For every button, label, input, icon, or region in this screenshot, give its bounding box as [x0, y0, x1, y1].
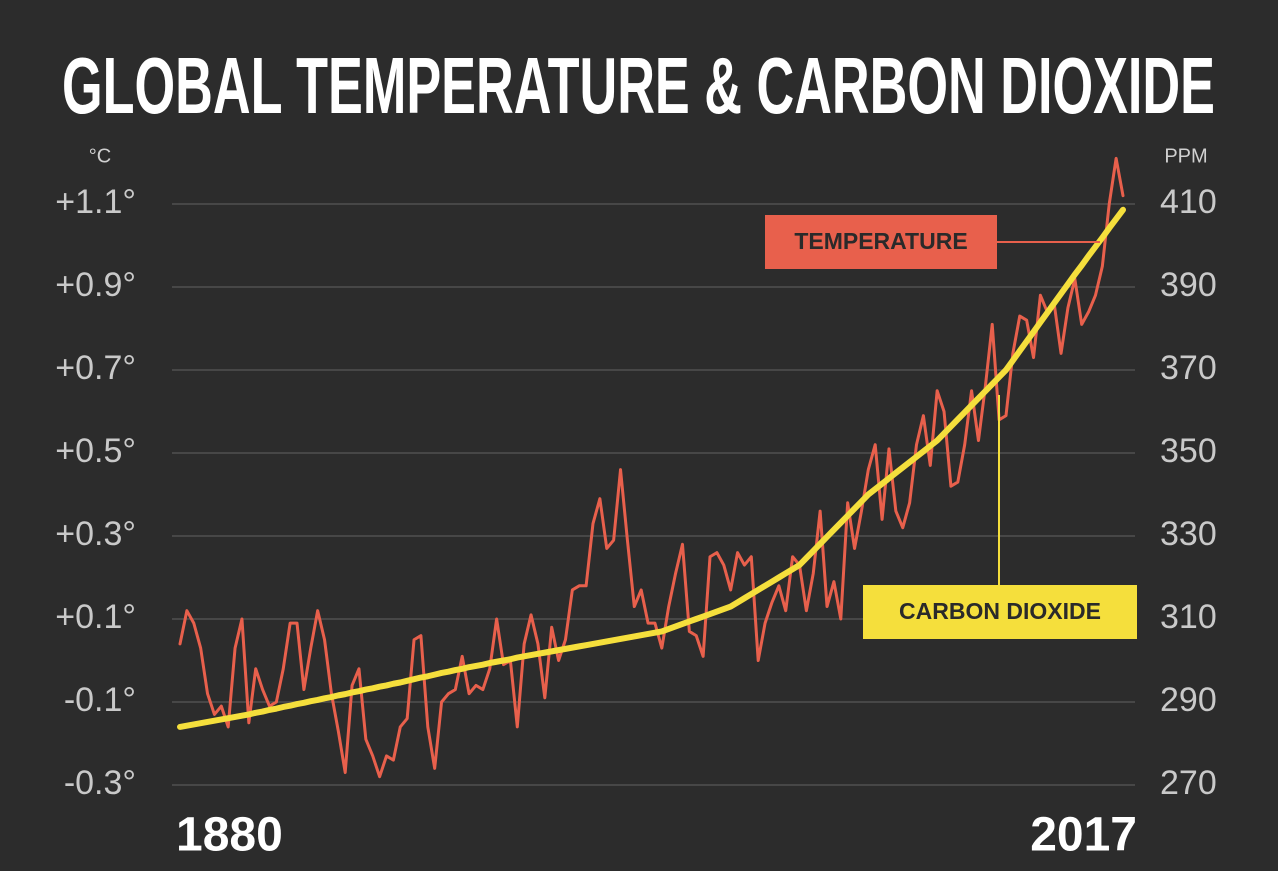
- y2-tick-label: 390: [1160, 266, 1217, 304]
- legend-label: CARBON DIOXIDE: [899, 598, 1101, 624]
- y2-tick-label: 290: [1160, 681, 1217, 719]
- lines: [177, 156, 1126, 779]
- y-axis-label: °C: [89, 145, 111, 167]
- legend-box: [765, 215, 997, 269]
- y2-tick-label: 370: [1160, 349, 1217, 387]
- y-tick-label: +0.7°: [55, 349, 136, 387]
- y-tick-label: +0.3°: [55, 515, 136, 553]
- y-tick-label: -0.3°: [64, 764, 136, 802]
- y-tick-label: +0.9°: [55, 266, 136, 304]
- data-line: [178, 156, 1125, 779]
- chart-title: GLOBAL TEMPERATURE & CARBON DIOXIDE: [62, 41, 1215, 130]
- y2-tick-label: 310: [1160, 598, 1217, 636]
- x-tick-label: 2017: [1030, 809, 1137, 862]
- y2-tick-label: 350: [1160, 432, 1217, 470]
- y2-tick-label: 410: [1160, 183, 1217, 221]
- y-tick-label: +1.1°: [55, 183, 136, 221]
- y-tick-label: +0.5°: [55, 432, 136, 470]
- data-line: [177, 206, 1126, 730]
- legend-label: TEMPERATURE: [794, 228, 967, 254]
- y2-tick-label: 270: [1160, 764, 1217, 802]
- x-tick-label: 1880: [176, 809, 283, 862]
- y-tick-label: -0.1°: [64, 681, 136, 719]
- legend-box: [863, 585, 1137, 639]
- y2-axis-label: PPM: [1164, 145, 1207, 167]
- y2-tick-label: 330: [1160, 515, 1217, 553]
- y-tick-label: +0.1°: [55, 598, 136, 636]
